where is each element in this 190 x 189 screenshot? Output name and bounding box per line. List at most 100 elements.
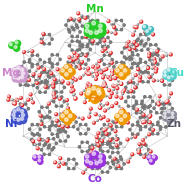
Circle shape [166,109,173,116]
Circle shape [158,103,159,105]
Circle shape [88,38,91,40]
Circle shape [115,70,118,73]
Circle shape [45,139,50,143]
Circle shape [86,91,90,95]
Circle shape [96,73,97,75]
Circle shape [99,160,102,163]
Circle shape [21,113,25,117]
Circle shape [95,78,96,79]
Circle shape [153,58,154,59]
Circle shape [109,156,111,158]
Circle shape [117,80,120,82]
Circle shape [61,68,62,69]
Circle shape [169,103,171,105]
Circle shape [97,19,99,22]
Circle shape [15,118,20,122]
Circle shape [142,81,144,83]
Circle shape [96,69,99,72]
Circle shape [127,121,128,123]
Circle shape [115,167,117,170]
Circle shape [131,44,132,45]
Circle shape [52,85,53,87]
Circle shape [20,70,28,79]
Circle shape [135,103,138,105]
Circle shape [85,85,89,90]
Circle shape [139,144,142,146]
Circle shape [19,74,27,83]
Circle shape [111,120,113,122]
Circle shape [88,72,92,76]
Circle shape [163,103,165,105]
Circle shape [84,22,93,32]
Circle shape [86,67,90,71]
Circle shape [95,135,99,139]
Circle shape [98,114,101,117]
Circle shape [123,66,126,68]
Circle shape [7,94,11,99]
Circle shape [102,115,104,117]
Text: Mn: Mn [86,4,104,13]
Circle shape [115,158,117,160]
Circle shape [93,85,94,86]
Circle shape [118,105,119,106]
Circle shape [141,138,145,142]
Circle shape [116,162,117,163]
Circle shape [111,70,113,71]
Circle shape [131,51,134,54]
Circle shape [47,147,50,149]
Circle shape [147,48,149,50]
Circle shape [27,79,29,81]
Text: Mg: Mg [2,68,20,78]
Circle shape [44,85,48,89]
Circle shape [65,98,69,102]
Circle shape [115,95,117,97]
Circle shape [115,120,116,122]
Circle shape [79,91,83,96]
Circle shape [38,159,41,162]
Circle shape [27,75,29,77]
Circle shape [115,137,119,142]
Circle shape [157,54,159,56]
Circle shape [123,89,124,90]
Circle shape [71,40,73,42]
Circle shape [15,117,24,125]
Circle shape [166,67,173,74]
Circle shape [47,138,50,140]
Circle shape [108,63,111,66]
Circle shape [59,140,61,142]
Circle shape [85,169,86,170]
Circle shape [86,155,89,158]
Circle shape [89,163,91,165]
Circle shape [43,144,45,146]
Circle shape [118,116,127,125]
Circle shape [139,58,142,60]
Circle shape [103,81,104,82]
Circle shape [171,116,174,119]
Circle shape [93,121,94,123]
Circle shape [144,61,147,63]
Circle shape [77,61,78,62]
Circle shape [149,105,151,107]
Circle shape [64,131,67,133]
Circle shape [106,127,107,128]
Circle shape [17,108,20,111]
Circle shape [43,61,46,63]
Circle shape [145,118,147,121]
Circle shape [65,125,67,127]
Circle shape [142,155,146,159]
Circle shape [161,55,163,57]
Circle shape [137,151,139,153]
Circle shape [98,86,101,89]
Circle shape [84,53,88,57]
Circle shape [78,65,79,66]
Circle shape [152,100,154,102]
Circle shape [159,128,162,130]
Circle shape [55,125,57,127]
Circle shape [97,158,99,160]
Circle shape [125,86,127,89]
Circle shape [89,146,91,148]
Circle shape [148,32,150,35]
Circle shape [169,52,173,57]
Circle shape [144,126,147,128]
Circle shape [145,153,147,156]
